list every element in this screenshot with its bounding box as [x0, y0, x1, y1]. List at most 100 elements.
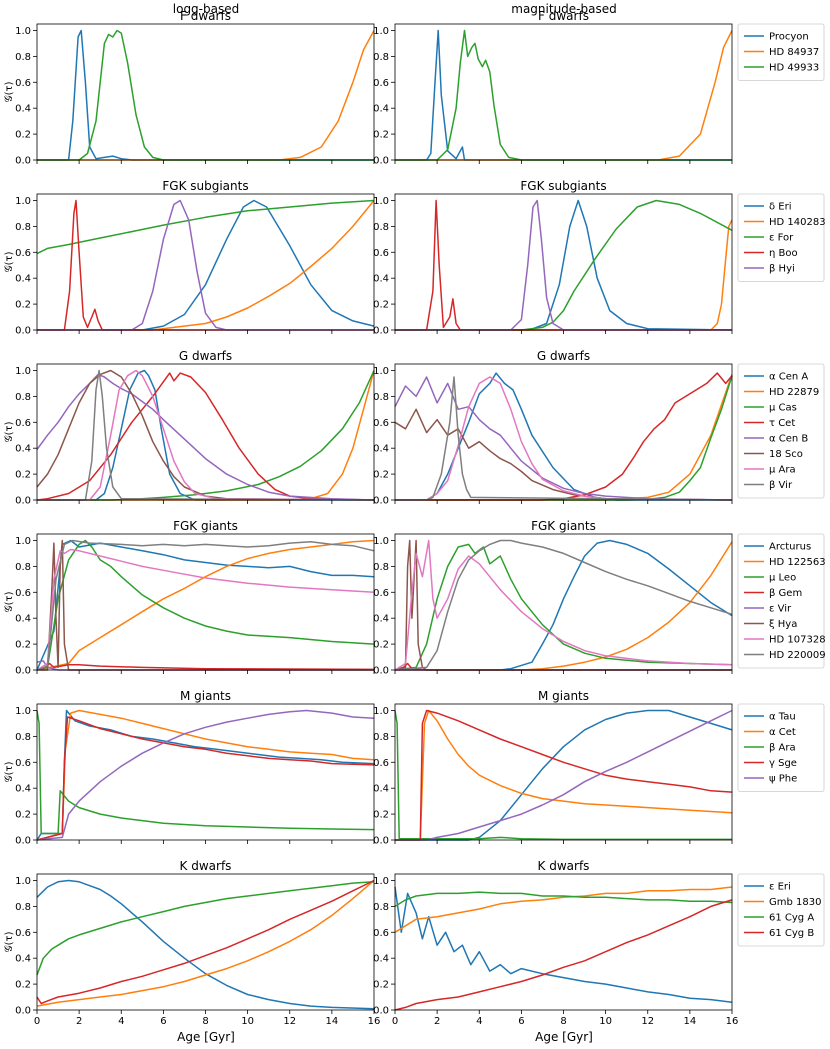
panel-4-right: M giants 0.0 0.2 0.4 0.6 0.8 1.0 [373, 689, 733, 847]
series-line [36, 710, 375, 835]
legend-label: β Ara [769, 743, 796, 754]
series-line [395, 709, 733, 841]
y-tick-label: 0.4 [373, 104, 389, 115]
x-tick-label: 0 [34, 1016, 40, 1027]
y-tick-label: 0.0 [373, 496, 389, 507]
axes-frame [394, 873, 733, 1011]
series-line [36, 881, 375, 976]
y-tick-label: 1.0 [373, 536, 389, 547]
legend-label: δ Eri [769, 202, 792, 213]
legend-label: α Cen A [769, 372, 808, 383]
panel-title: K dwarfs [538, 859, 590, 873]
y-tick-label: 0.4 [15, 104, 31, 115]
series-line [36, 539, 375, 671]
y-tick-label: 1.0 [373, 366, 389, 377]
series-line [395, 30, 733, 161]
series-line [37, 369, 375, 501]
y-axis-label: 𝒢(τ) [4, 251, 15, 272]
series-line [395, 376, 733, 501]
y-tick-label: 0.2 [15, 980, 31, 991]
panel-title: FGK subgiants [520, 179, 606, 193]
y-axis-label: 𝒢(τ) [4, 591, 15, 612]
y-tick-label: 0.6 [373, 758, 389, 769]
legend-label: β Hyi [769, 264, 795, 275]
y-tick-label: 0.8 [15, 52, 31, 63]
x-axis-label-left: Age [Gyr] [177, 1030, 235, 1044]
series-line [37, 370, 375, 501]
series-line [37, 30, 375, 161]
y-tick-label: 0.2 [15, 300, 31, 311]
legend-label: HD 22879 [769, 387, 819, 398]
y-tick-label: 0.6 [15, 248, 31, 259]
series-line [394, 539, 732, 671]
panel-4-left: M giants 0.0 0.2 0.4 0.6 0.8 1.0 𝒢(τ) [4, 689, 375, 847]
y-tick-label: 0.4 [15, 954, 31, 965]
x-tick-label: 10 [241, 1016, 254, 1027]
x-tick-label: 16 [726, 1016, 739, 1027]
y-tick-label: 0.8 [373, 562, 389, 573]
series-line [395, 709, 733, 841]
legend-label: HD 140283 [769, 217, 826, 228]
legend-label: α Tau [769, 712, 796, 723]
y-tick-label: 0.0 [373, 326, 389, 337]
axes-frame [394, 703, 733, 841]
legend-label: μ Cas [769, 403, 797, 414]
panel-3-right: FGK giants 0.0 0.2 0.4 0.6 0.8 1.0 [373, 519, 733, 677]
x-tick-label: 14 [326, 1016, 339, 1027]
series-line [394, 899, 733, 1011]
y-tick-label: 0.4 [15, 784, 31, 795]
legend-label: α Cen B [769, 434, 808, 445]
legend-label: ψ Phe [769, 774, 797, 785]
panel-title: K dwarfs [180, 859, 232, 873]
legend-label: ε Vir [769, 604, 792, 615]
legend-box [737, 873, 825, 947]
legend: δ Eri HD 140283 ε For η Boo β Hyi [737, 193, 826, 282]
y-axis-label: 𝒢(τ) [4, 761, 15, 782]
legend: Procyon HD 84937 HD 49933 [737, 23, 825, 81]
y-tick-label: 1.0 [15, 536, 31, 547]
panel-1-left: FGK subgiants 0.0 0.2 0.4 0.6 0.8 1.0 𝒢(τ) [4, 179, 375, 337]
legend-label: 61 Cyg B [769, 928, 814, 939]
x-tick-label: 12 [641, 1016, 654, 1027]
y-tick-label: 0.0 [15, 1006, 31, 1017]
y-tick-label: 1.0 [373, 26, 389, 37]
axes-frame [36, 533, 375, 671]
series-line [37, 199, 375, 331]
series-line [36, 709, 375, 841]
series-line [36, 548, 375, 671]
panel-title: M giants [180, 689, 231, 703]
panel-0-left: F dwarfs 0.0 0.2 0.4 0.6 0.8 1.0 𝒢(τ) [4, 9, 375, 167]
series-line [37, 539, 374, 671]
series-line [37, 199, 374, 331]
y-tick-label: 0.0 [15, 156, 31, 167]
column-header-left: logg-based [173, 2, 239, 16]
legend: ε Eri Gmb 1830 61 Cyg A 61 Cyg B [737, 873, 825, 947]
x-tick-label: 6 [518, 1016, 524, 1027]
y-tick-label: 0.2 [373, 980, 389, 991]
panel-2-left: G dwarfs 0.0 0.2 0.4 0.6 0.8 1.0 𝒢(τ) [4, 349, 375, 507]
panel-title: G dwarfs [179, 349, 232, 363]
series-line [36, 373, 375, 501]
series-line [394, 539, 733, 671]
series-line [37, 29, 374, 161]
x-tick-label: 8 [560, 1016, 566, 1027]
series-line [395, 29, 732, 161]
series-line [37, 370, 375, 501]
y-tick-label: 1.0 [15, 196, 31, 207]
legend-box [737, 193, 825, 282]
series-line [36, 709, 375, 841]
x-tick-label: 0 [392, 1016, 398, 1027]
y-tick-label: 0.2 [373, 640, 389, 651]
series-line [37, 369, 374, 501]
legend-label: γ Sge [769, 758, 797, 769]
y-tick-label: 0.6 [15, 78, 31, 89]
series-line [394, 886, 733, 1003]
series-line [36, 372, 375, 501]
y-tick-label: 0.6 [373, 418, 389, 429]
series-line [395, 709, 733, 841]
series-line [394, 408, 733, 501]
x-tick-label: 4 [118, 1016, 124, 1027]
y-tick-label: 0.4 [15, 614, 31, 625]
legend-label: ξ Hya [769, 619, 797, 630]
y-axis-label: 𝒢(τ) [4, 931, 15, 952]
